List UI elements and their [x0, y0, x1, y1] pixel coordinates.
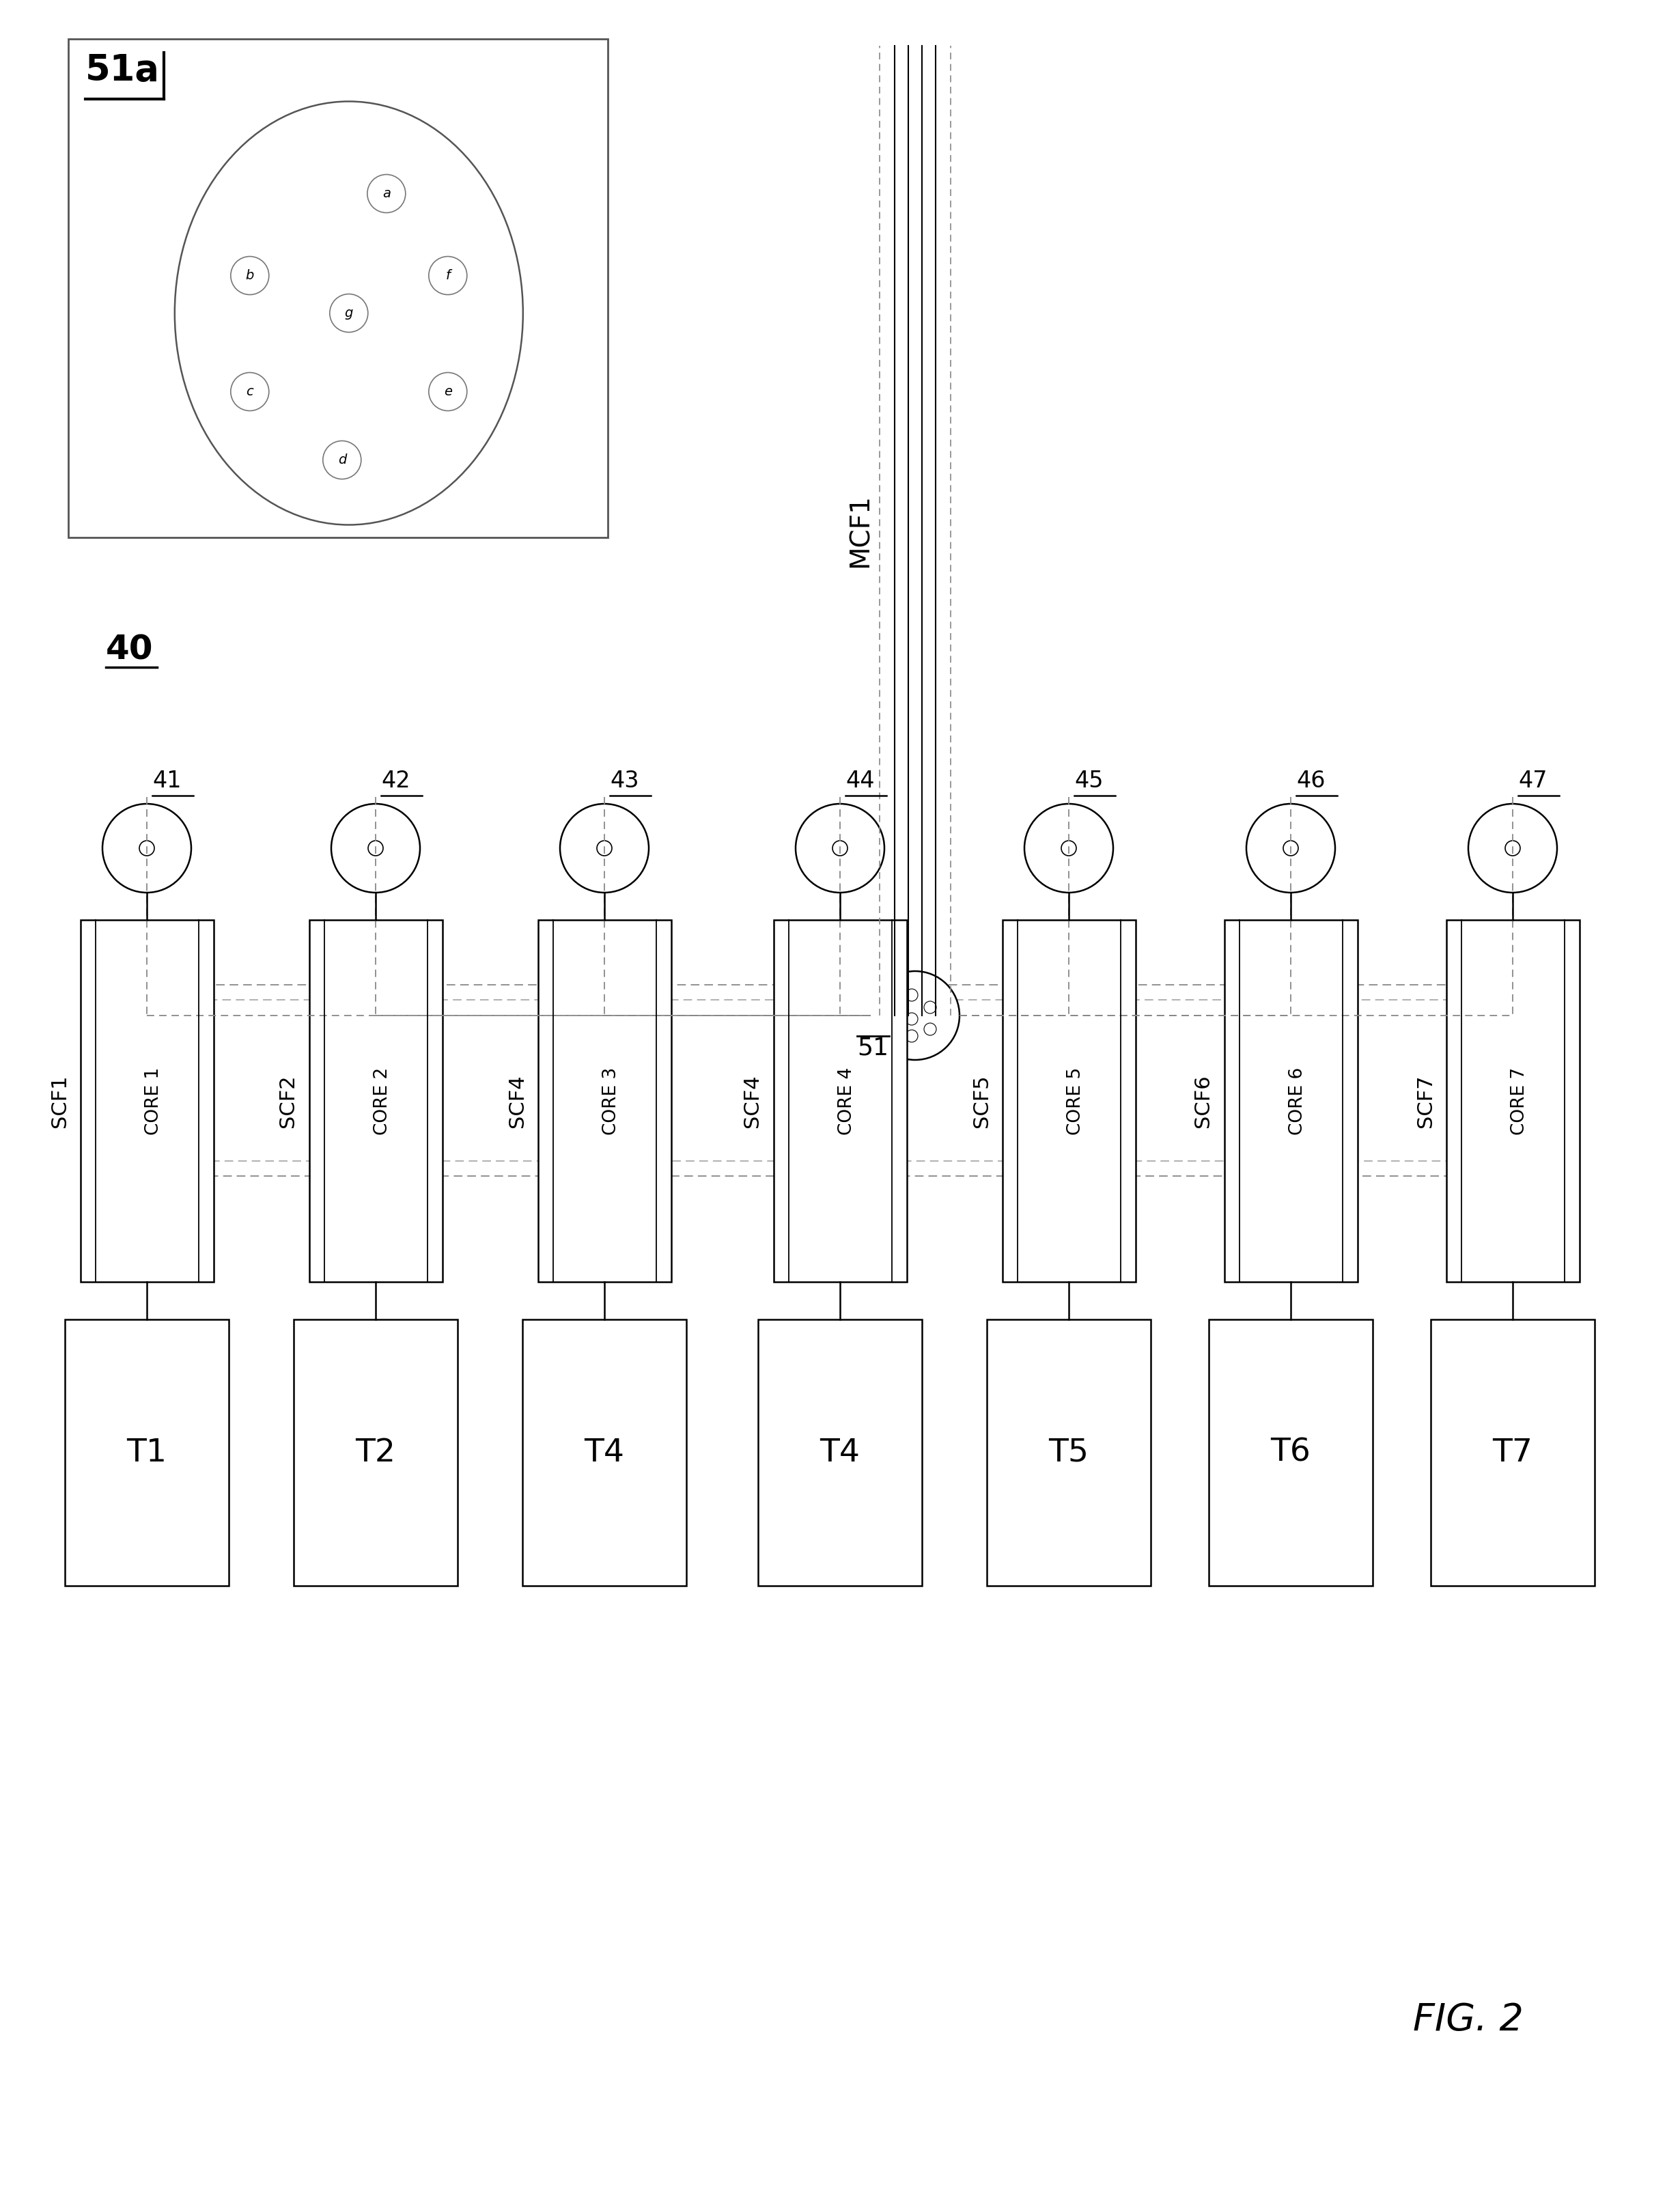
Text: SCF1: SCF1	[49, 1074, 69, 1127]
Circle shape	[368, 174, 405, 213]
Circle shape	[924, 1024, 936, 1035]
Text: 46: 46	[1297, 769, 1326, 793]
Bar	[1431, 1320, 1594, 1586]
Bar	[309, 921, 442, 1281]
Text: a: a	[383, 187, 390, 200]
Circle shape	[368, 841, 383, 855]
Text: CORE 4: CORE 4	[838, 1068, 855, 1136]
Text: T6: T6	[1270, 1437, 1310, 1468]
Circle shape	[890, 1002, 902, 1015]
Bar	[986, 1320, 1151, 1586]
Text: FIG. 2: FIG. 2	[1413, 2001, 1524, 2037]
Bar	[101, 984, 1579, 1175]
Text: c: c	[247, 384, 254, 398]
Text: SCF5: SCF5	[971, 1074, 991, 1127]
Text: f: f	[445, 268, 450, 281]
Circle shape	[906, 1030, 917, 1041]
Circle shape	[1025, 804, 1114, 892]
Text: T7: T7	[1492, 1437, 1532, 1468]
Circle shape	[870, 971, 959, 1059]
Text: SCF7: SCF7	[1415, 1074, 1435, 1127]
Bar	[1225, 921, 1357, 1281]
Text: T4: T4	[585, 1437, 625, 1468]
Circle shape	[1062, 841, 1077, 855]
Text: 45: 45	[1074, 769, 1104, 793]
Text: T5: T5	[1048, 1437, 1089, 1468]
Bar	[69, 40, 608, 538]
Text: g: g	[344, 308, 353, 319]
Text: SCF4: SCF4	[507, 1074, 528, 1127]
Circle shape	[906, 1013, 917, 1026]
Text: CORE 7: CORE 7	[1510, 1068, 1529, 1136]
Circle shape	[230, 257, 269, 294]
Circle shape	[906, 989, 917, 1002]
Circle shape	[796, 804, 884, 892]
Text: 51: 51	[857, 1037, 889, 1059]
Text: CORE 2: CORE 2	[373, 1068, 391, 1136]
Circle shape	[1505, 841, 1520, 855]
Circle shape	[230, 373, 269, 411]
Bar	[538, 921, 670, 1281]
Ellipse shape	[175, 101, 522, 525]
Text: 47: 47	[1519, 769, 1547, 793]
Text: CORE 5: CORE 5	[1067, 1068, 1085, 1136]
Bar	[773, 921, 907, 1281]
Circle shape	[329, 294, 368, 332]
Bar	[294, 1320, 457, 1586]
Text: b: b	[245, 268, 254, 281]
Circle shape	[833, 841, 847, 855]
Bar	[522, 1320, 687, 1586]
Text: e: e	[444, 384, 452, 398]
Circle shape	[428, 257, 467, 294]
Text: CORE 1: CORE 1	[144, 1068, 163, 1136]
Circle shape	[428, 373, 467, 411]
Circle shape	[1284, 841, 1299, 855]
Circle shape	[559, 804, 648, 892]
Circle shape	[1247, 804, 1336, 892]
Text: T1: T1	[126, 1437, 166, 1468]
Text: d: d	[338, 453, 346, 466]
Text: SCF6: SCF6	[1193, 1074, 1213, 1127]
Text: 51a: 51a	[86, 53, 160, 88]
Circle shape	[139, 841, 155, 855]
Circle shape	[102, 804, 192, 892]
Text: T4: T4	[820, 1437, 860, 1468]
Bar	[758, 1320, 922, 1586]
Text: 42: 42	[381, 769, 410, 793]
Bar	[116, 1000, 1564, 1160]
Text: SCF4: SCF4	[743, 1074, 763, 1127]
Circle shape	[1468, 804, 1557, 892]
Text: SCF2: SCF2	[279, 1074, 297, 1127]
Circle shape	[924, 1002, 936, 1013]
Text: 40: 40	[106, 633, 153, 666]
Text: CORE 6: CORE 6	[1289, 1068, 1307, 1136]
Text: T2: T2	[356, 1437, 396, 1468]
Text: MCF1: MCF1	[847, 494, 874, 567]
Text: 41: 41	[153, 769, 181, 793]
Circle shape	[331, 804, 420, 892]
Circle shape	[596, 841, 612, 855]
Bar	[1446, 921, 1579, 1281]
Circle shape	[323, 442, 361, 479]
Text: CORE 3: CORE 3	[603, 1068, 620, 1136]
Circle shape	[890, 1022, 902, 1035]
Bar	[81, 921, 213, 1281]
Text: 43: 43	[610, 769, 638, 793]
Text: 44: 44	[845, 769, 875, 793]
Bar	[66, 1320, 228, 1586]
Bar	[1210, 1320, 1373, 1586]
Bar	[1003, 921, 1136, 1281]
